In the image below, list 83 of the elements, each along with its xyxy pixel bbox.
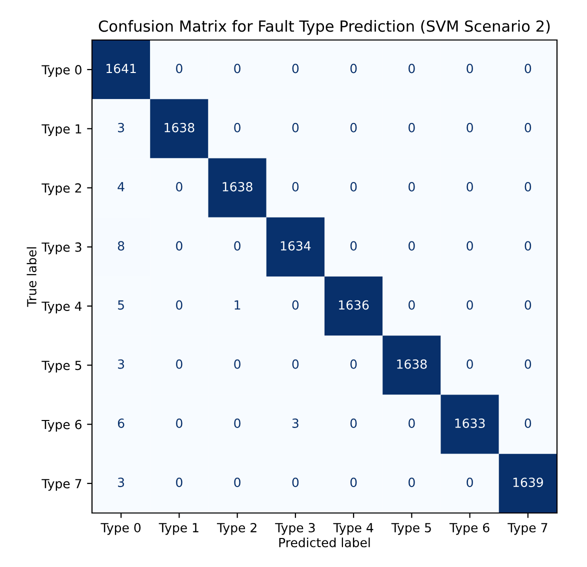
data-label: 0: [350, 64, 357, 74]
y-tick-label: Type 4: [42, 302, 82, 314]
data-label: 0: [408, 300, 415, 310]
data-label: 0: [234, 418, 240, 428]
data-label: 0: [466, 182, 473, 192]
data-label: 0: [408, 241, 415, 251]
y-tick-label: Type 3: [42, 242, 82, 254]
data-label: 0: [292, 122, 299, 132]
data-label: 0: [234, 122, 240, 132]
data-label: 1638: [164, 122, 194, 132]
data-label: 3: [118, 478, 124, 488]
x-axis-title: Predicted label: [279, 538, 370, 548]
data-label: 0: [524, 418, 532, 428]
x-tick-label: Type 5: [391, 523, 431, 535]
chart-title: Confusion Matrix for Fault Type Prediction (SVM Scenario 2): [98, 20, 550, 35]
data-label: 0: [408, 478, 415, 488]
x-tick-label: Type 1: [158, 523, 198, 535]
data-label: 0: [524, 122, 532, 132]
data-label: 0: [234, 478, 240, 488]
data-label: 0: [350, 241, 357, 251]
data-label: 0: [292, 478, 299, 488]
data-label: 0: [234, 241, 240, 251]
x-tick-label: Type 6: [449, 522, 490, 535]
data-label: 0: [176, 300, 182, 310]
data-label: 0: [350, 182, 357, 192]
data-label: 0: [408, 64, 415, 74]
data-label: 0: [292, 182, 299, 192]
data-label: 0: [292, 300, 299, 310]
data-label: 0: [408, 418, 415, 428]
data-label: 0: [408, 182, 415, 192]
data-label: 0: [524, 359, 532, 369]
data-label: 3: [118, 359, 124, 369]
x-tick-label: Type 7: [508, 523, 548, 535]
data-label: 1638: [397, 359, 427, 369]
data-label: 0: [176, 359, 182, 369]
data-label: 0: [176, 182, 182, 192]
data-label: 0: [176, 478, 182, 488]
data-label: 0: [350, 478, 357, 488]
y-tick-label: Type 2: [42, 183, 82, 196]
data-label: 0: [466, 241, 473, 251]
data-label: 1641: [106, 64, 136, 74]
data-label: 1639: [513, 478, 543, 488]
data-label: 6: [118, 418, 124, 428]
y-tick-label: Type 6: [42, 420, 82, 432]
x-tick-label: Type 2: [216, 522, 256, 535]
data-label: 8: [118, 241, 124, 251]
data-label: 1634: [280, 241, 311, 251]
data-label: 0: [350, 122, 357, 132]
y-tick-label: Type 7: [42, 479, 82, 491]
x-tick-label: Type 4: [333, 523, 374, 535]
data-label: 0: [350, 418, 357, 428]
y-axis-title: True label: [26, 247, 36, 307]
data-label: 0: [350, 359, 357, 369]
data-label: 1633: [455, 418, 485, 428]
data-label: 1636: [339, 300, 369, 310]
data-label: 0: [524, 182, 532, 192]
y-tick-label: Type 5: [42, 360, 82, 373]
y-tick-label: Type 1: [42, 124, 82, 136]
data-label: 0: [408, 122, 415, 132]
data-label: 0: [176, 241, 182, 251]
data-label: 0: [176, 64, 182, 74]
data-label: 0: [292, 64, 299, 74]
data-label: 0: [176, 418, 182, 428]
x-tick-label: Type 3: [275, 522, 315, 535]
data-label: 3: [292, 418, 298, 428]
data-label: 0: [234, 64, 240, 74]
data-label: 5: [118, 300, 124, 310]
data-label: 0: [292, 359, 299, 369]
data-label: 0: [234, 359, 240, 369]
data-label: 0: [524, 241, 532, 251]
data-label: 0: [524, 300, 532, 310]
data-label: 0: [466, 64, 473, 74]
data-label: 3: [118, 122, 124, 132]
data-label: 0: [466, 300, 473, 310]
data-label: 1638: [222, 182, 252, 192]
data-label: 0: [466, 478, 473, 488]
data-label: 4: [118, 182, 124, 192]
y-tick-label: Type 0: [42, 65, 82, 77]
data-label: 0: [466, 122, 473, 132]
x-tick-label: Type 0: [100, 522, 141, 535]
data-label: 0: [524, 64, 532, 74]
data-label: 1: [234, 300, 240, 310]
data-label: 0: [466, 359, 473, 369]
